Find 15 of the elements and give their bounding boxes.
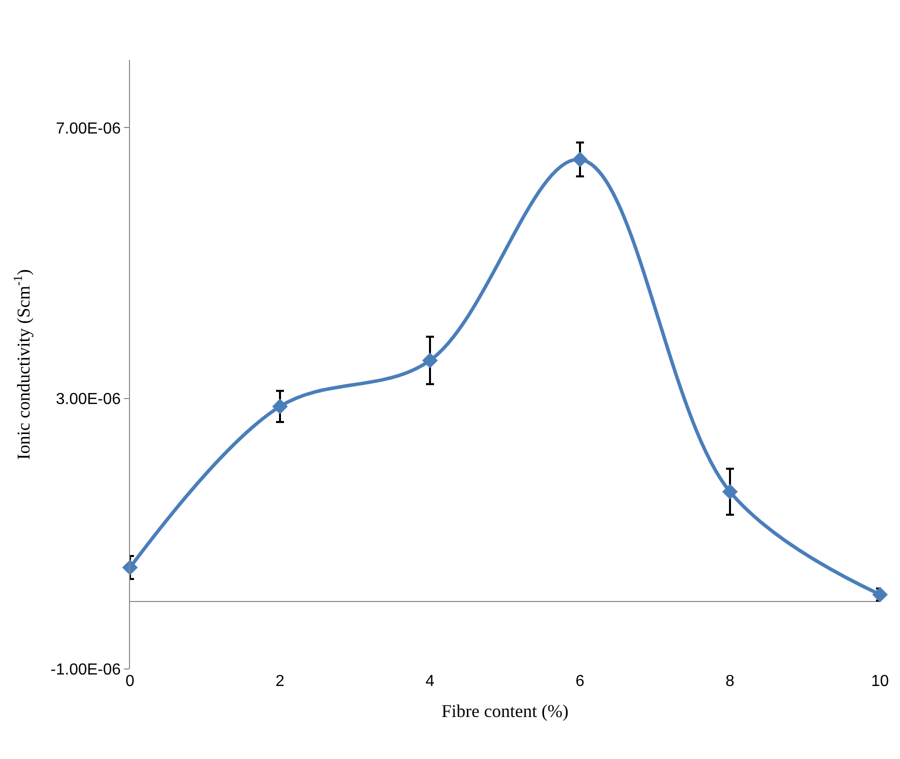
x-tick-label: 0 [126,673,135,690]
x-tick-label: 6 [576,673,585,690]
x-axis-title: Fibre content (%) [442,701,568,722]
point [572,152,588,168]
x-tick-label: 10 [871,673,889,690]
y-tick-label: 7.00E-06 [56,120,121,138]
x-tick-label: 4 [426,673,435,690]
x-tick-label: 2 [276,673,285,690]
y-tick-label: -1.00E-06 [50,662,121,679]
point [722,484,738,500]
x-tick-label: 8 [726,673,735,690]
point [272,398,288,414]
point [872,586,888,602]
y-tick-label: 3.00E-06 [56,390,121,408]
point [422,352,438,368]
